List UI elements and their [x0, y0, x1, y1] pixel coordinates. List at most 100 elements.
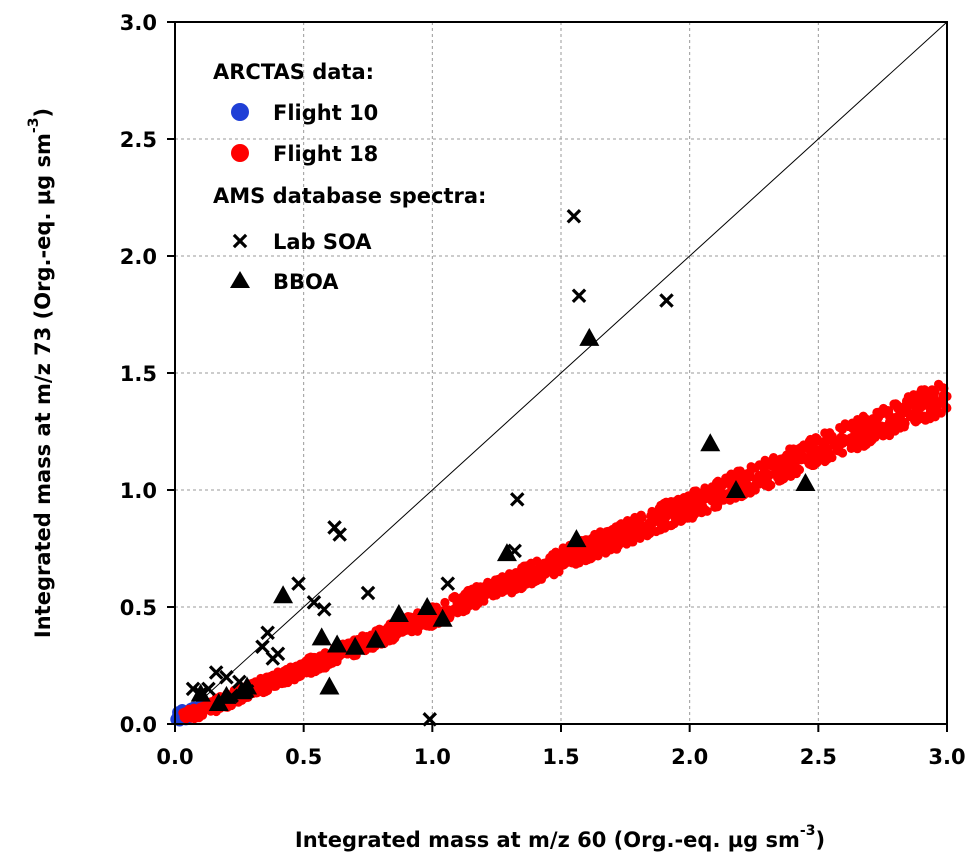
flight18-point: [788, 457, 798, 467]
labsoa-point: [360, 585, 376, 601]
flight18-point: [504, 569, 515, 579]
flight18-point: [617, 537, 627, 548]
flight18-point: [529, 577, 540, 587]
labsoa-point: [566, 208, 582, 224]
bboa-point: [700, 433, 721, 452]
flight18-point: [718, 478, 728, 488]
flight18-point: [646, 511, 656, 521]
series-lab-soa: [185, 208, 674, 727]
bboa-point: [345, 636, 366, 655]
x-tick-label: 0.5: [285, 745, 322, 769]
flight18-point: [760, 480, 770, 490]
y-axis-label: Integrated mass at m/z 73 (Org.-eq. µg s…: [26, 108, 55, 638]
flight18-point: [410, 615, 421, 625]
x-tick-label: 2.5: [800, 745, 837, 769]
flight18-point: [492, 582, 502, 593]
labsoa-point: [260, 625, 275, 641]
flight18-point: [440, 597, 450, 608]
flight18-point: [775, 473, 785, 483]
legend-heading-ams: AMS database spectra:: [213, 184, 486, 208]
labsoa-point: [219, 669, 234, 685]
flight18-point: [624, 522, 634, 532]
flight18-point: [746, 487, 756, 497]
flight18-point: [661, 502, 671, 512]
flight18-point: [710, 483, 720, 493]
legend-bboa-marker: [230, 271, 250, 288]
flight18-point: [794, 465, 805, 475]
flight18-point: [837, 424, 847, 435]
x-axis-label: Integrated mass at m/z 60 (Org.-eq. µg s…: [295, 823, 825, 852]
flight18-point: [700, 483, 710, 493]
y-tick-label: 1.0: [120, 479, 157, 503]
flight18-point: [607, 534, 618, 544]
flight18-point: [693, 507, 703, 517]
flight18-point: [479, 588, 489, 598]
x-tick-label: 2.0: [671, 745, 708, 769]
flight18-point: [183, 708, 193, 718]
flight18-point: [733, 466, 743, 476]
flight18-point: [256, 679, 266, 689]
labsoa-point: [571, 288, 587, 304]
flight18-point: [273, 674, 283, 685]
data-points: [170, 21, 952, 727]
series-flight-18: [178, 379, 952, 724]
flight18-point: [710, 490, 721, 500]
flight18-point: [799, 452, 809, 462]
labsoa-point: [509, 492, 525, 507]
labsoa-point: [208, 665, 224, 680]
y-axis-label-superscript: -3: [26, 118, 42, 134]
flight18-point: [504, 579, 515, 589]
x-tick-label: 1.0: [414, 745, 451, 769]
bboa-point: [327, 634, 348, 653]
y-tick-label: 1.5: [120, 362, 157, 386]
flight18-point: [872, 407, 882, 418]
legend-flight18-label: Flight 18: [273, 142, 378, 166]
flight18-point: [631, 532, 641, 542]
legend-flight18-marker: [231, 144, 249, 162]
flight18-point: [909, 390, 919, 400]
legend-flight10-marker: [231, 103, 249, 121]
y-tick-label: 3.0: [120, 11, 157, 35]
flight18-point: [828, 434, 838, 445]
bboa-point: [566, 529, 587, 548]
flight18-point: [262, 672, 272, 682]
bboa-point: [496, 543, 517, 562]
bboa-point: [216, 685, 237, 704]
flight18-point: [872, 417, 882, 427]
flight18-point: [762, 469, 772, 479]
bboa-point: [190, 683, 211, 702]
flight18-point: [526, 558, 536, 568]
legend: ARCTAS data: Flight 10 Flight 18 AMS dat…: [213, 60, 486, 294]
flight18-point: [807, 454, 817, 464]
flight18-point: [855, 422, 865, 432]
axes: [167, 21, 948, 732]
flight18-point: [898, 419, 908, 429]
legend-flight10-label: Flight 10: [273, 101, 378, 125]
x-tick-label: 0.0: [156, 745, 193, 769]
labsoa-point: [306, 595, 322, 610]
flight18-point: [880, 421, 891, 432]
flight18-point: [463, 585, 473, 596]
bboa-point: [795, 472, 816, 491]
flight18-point: [890, 412, 901, 423]
labsoa-point: [332, 527, 347, 542]
labsoa-point: [659, 293, 674, 308]
flight18-point: [453, 600, 463, 610]
flight18-point: [196, 707, 206, 717]
bboa-point: [365, 629, 386, 648]
flight18-point: [411, 622, 422, 632]
series-bboa: [190, 327, 816, 711]
flight18-point: [910, 416, 920, 426]
flight18-point: [471, 582, 482, 592]
flight18-point: [567, 558, 577, 568]
flight18-point: [556, 555, 566, 565]
legend-bboa-label: BBOA: [273, 270, 339, 294]
flight18-point: [669, 519, 679, 529]
flight18-point: [813, 445, 823, 455]
flight18-point: [324, 653, 334, 664]
flight18-point: [616, 519, 626, 529]
flight18-point: [916, 401, 926, 411]
y-tick-label: 0.5: [120, 596, 157, 620]
